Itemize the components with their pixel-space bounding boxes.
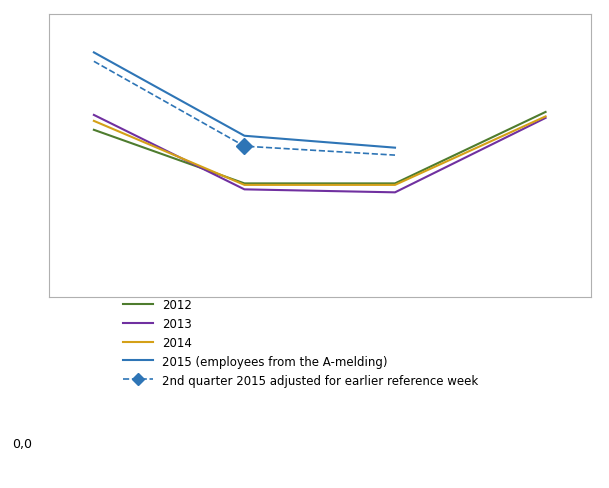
Legend: 2012, 2013, 2014, 2015 (employees from the A-melding), 2nd quarter 2015 adjusted: 2012, 2013, 2014, 2015 (employees from t… — [119, 295, 482, 391]
Text: 0,0: 0,0 — [12, 438, 32, 450]
